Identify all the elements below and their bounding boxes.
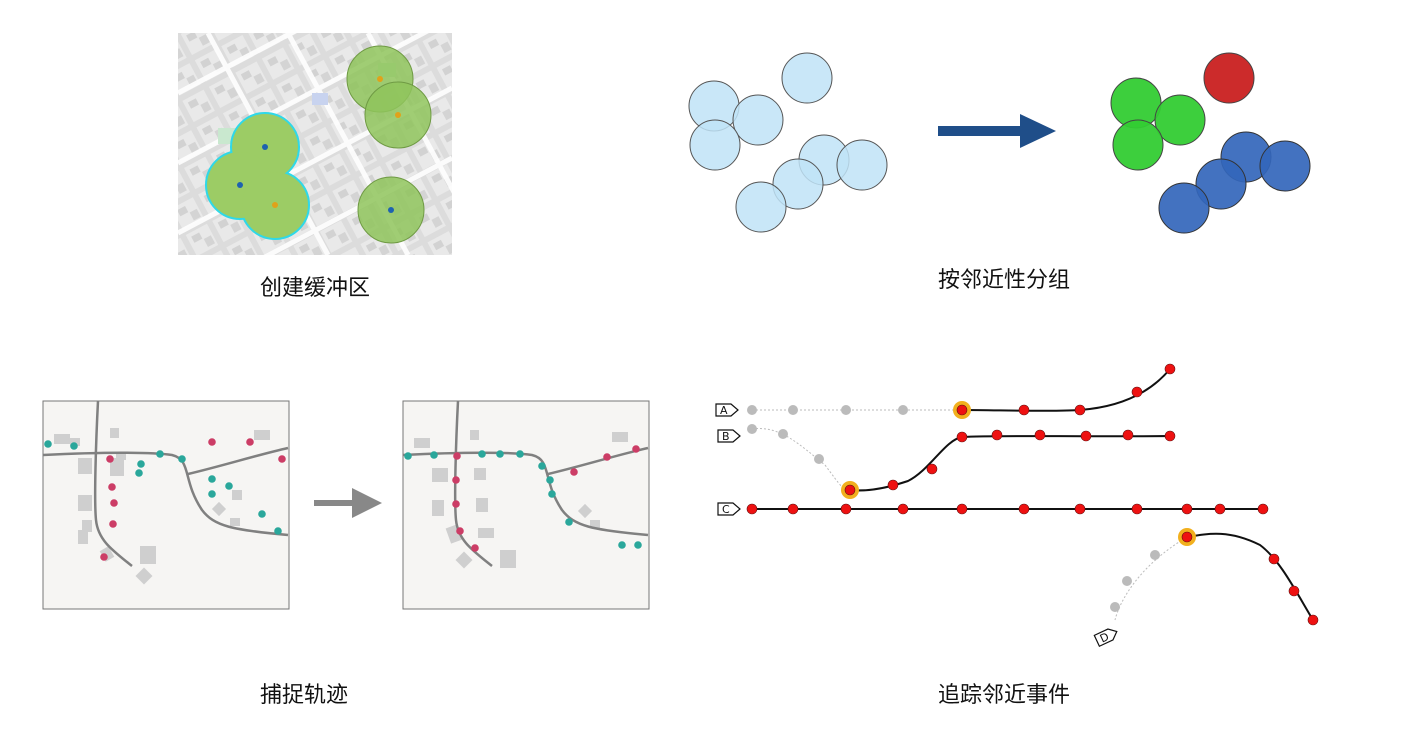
ungrouped-circle	[836, 139, 888, 191]
group-caption: 按邻近性分组	[937, 268, 1070, 293]
ungrouped-circle	[732, 94, 784, 146]
ungrouped-circle	[772, 158, 824, 210]
ungrouped-circle	[735, 181, 787, 233]
snap-arrow	[314, 488, 382, 518]
track-label-a: A	[720, 404, 728, 417]
snap-caption: 捕捉轨迹	[259, 683, 348, 708]
active-tracks	[752, 368, 1314, 621]
trace-panel: A B C D	[700, 355, 1340, 655]
snap-before-map	[42, 400, 290, 610]
green-group	[1110, 77, 1206, 171]
buffer-caption: 创建缓冲区	[259, 276, 370, 301]
buffer-panel	[178, 33, 452, 255]
track-marker-d: D	[1093, 628, 1118, 648]
red-group	[1203, 52, 1255, 104]
water-patch	[312, 93, 328, 105]
track-marker-b: B	[717, 429, 741, 443]
buffer-map	[178, 33, 452, 255]
track-label-c: C	[722, 503, 730, 516]
snap-panel	[42, 400, 652, 612]
ungrouped-circle	[689, 119, 741, 171]
track-marker-a: A	[715, 403, 739, 417]
trace-diagram: A B C D	[715, 363, 1319, 648]
group-arrow	[938, 114, 1056, 148]
group-panel	[680, 40, 1330, 250]
trace-caption: 追踪邻近事件	[937, 683, 1070, 708]
ungrouped-circle	[781, 52, 833, 104]
snap-after-points	[404, 445, 642, 552]
group-diagram	[688, 52, 1311, 234]
ungrouped-circles	[688, 52, 888, 233]
faded-tracks	[751, 409, 1188, 621]
proximity-event-highlights	[841, 401, 1196, 546]
track-marker-c: C	[717, 502, 741, 516]
track-points	[746, 363, 1319, 626]
blue-group	[1158, 131, 1311, 234]
track-label-b: B	[722, 430, 730, 443]
snap-diagram	[42, 400, 650, 610]
snap-after-map	[402, 400, 650, 610]
snap-before-points	[44, 438, 286, 561]
point-features	[237, 76, 401, 213]
faded-points	[747, 405, 1160, 612]
